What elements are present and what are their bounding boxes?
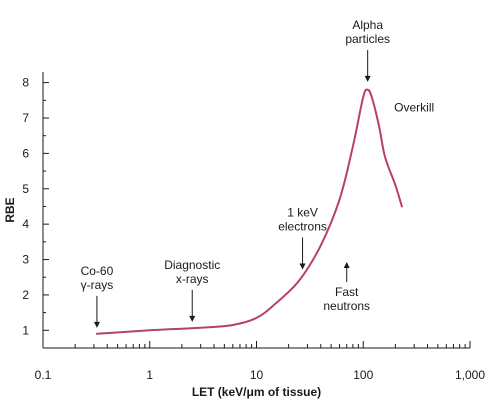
- series-layer: [95, 88, 403, 335]
- annotation-label: γ-rays: [81, 278, 114, 292]
- y-tick-label: 5: [22, 182, 29, 196]
- annotation-label: electrons: [278, 219, 327, 233]
- annotation: Co-60γ-rays: [81, 264, 114, 328]
- annotation-label: Co-60: [81, 264, 114, 278]
- annotation-label: Overkill: [394, 100, 434, 114]
- x-tick-label: 0.1: [35, 368, 52, 382]
- y-tick-label: 3: [22, 253, 29, 267]
- y-axis-ticks: 1 2 3 4 5 6 7 8: [22, 76, 49, 349]
- annotation-arrowhead: [189, 315, 196, 322]
- x-axis-title: LET (keV/μm of tissue): [192, 385, 321, 399]
- annotation-label: Fast: [335, 285, 359, 299]
- y-tick-label: 8: [22, 76, 29, 90]
- annotation-arrowhead: [343, 262, 350, 268]
- y-tick-label: 2: [22, 288, 29, 302]
- annotation-arrowhead: [364, 75, 371, 82]
- y-tick-label: 7: [22, 111, 29, 125]
- annotation-label: Diagnostic: [164, 258, 220, 272]
- x-tick-label: 100: [353, 368, 373, 382]
- y-tick-label: 1: [22, 323, 29, 337]
- y-axis-title: RBE: [3, 197, 17, 222]
- annotation-label: particles: [345, 32, 390, 46]
- annotation-label: neutrons: [323, 299, 370, 313]
- x-tick-label: 1: [146, 368, 153, 382]
- annotation-label: Alpha: [352, 18, 383, 32]
- annotation-arrowhead: [93, 321, 100, 328]
- x-tick-label: 1,000: [455, 368, 485, 382]
- rbe-curve-line: [95, 88, 403, 335]
- annotation: Overkill: [394, 100, 434, 114]
- annotation-arrowhead: [299, 263, 306, 270]
- y-tick-label: 6: [22, 146, 29, 160]
- annotation-label: x-rays: [176, 272, 209, 286]
- y-tick-label: 4: [22, 217, 29, 231]
- annotation-label: 1 keV: [287, 205, 318, 219]
- x-axis-ticks: 0.1 1 10 100 1,000: [35, 341, 485, 382]
- x-tick-label: 10: [250, 368, 264, 382]
